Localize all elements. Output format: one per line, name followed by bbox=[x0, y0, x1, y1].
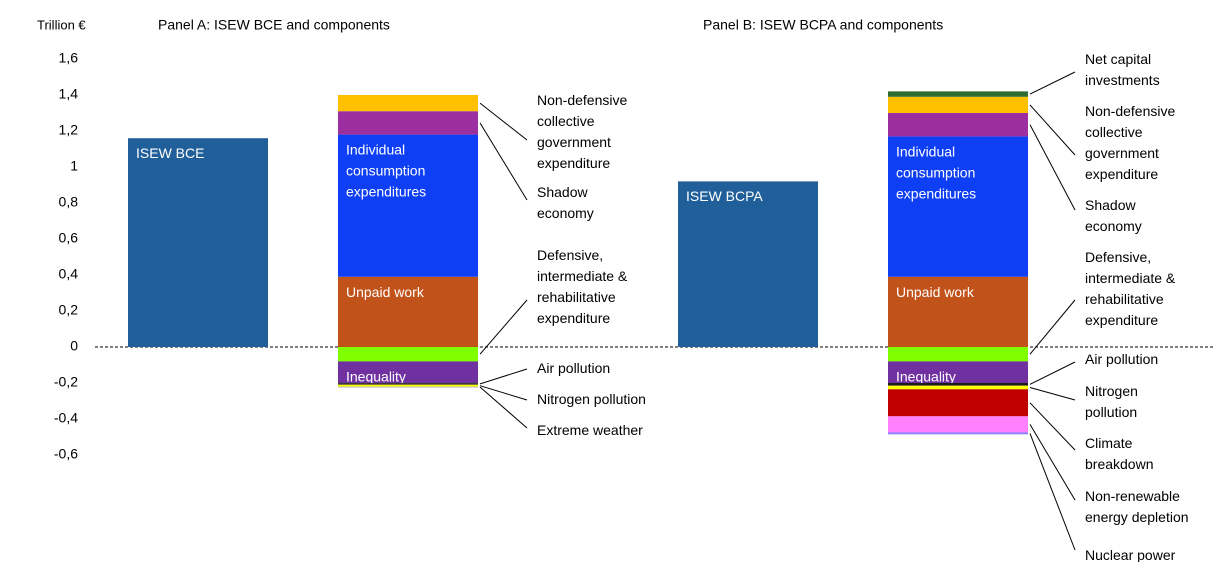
segment-label: Nitrogen pollution bbox=[1085, 383, 1142, 420]
segment-label: Shadow economy bbox=[1085, 197, 1142, 234]
y-tick-label: 0 bbox=[70, 338, 78, 354]
segment bbox=[888, 136, 1028, 277]
segment bbox=[338, 386, 478, 388]
segment bbox=[888, 389, 1028, 417]
segment-label: Individual consumption expenditures bbox=[896, 143, 979, 201]
leader-line bbox=[1029, 299, 1076, 355]
leader-line bbox=[479, 368, 528, 385]
segment-label: Net capital investments bbox=[1085, 51, 1160, 88]
bar-label: ISEW BCPA bbox=[686, 188, 763, 204]
segment-label: Individual consumption expenditures bbox=[346, 141, 429, 199]
segment bbox=[338, 384, 478, 387]
segment bbox=[888, 96, 1028, 113]
y-tick-label: 0,2 bbox=[59, 302, 79, 318]
segment-label: Defensive, intermediate & rehabilitative… bbox=[537, 247, 631, 326]
segment-label: Shadow economy bbox=[537, 184, 594, 221]
leader-line bbox=[479, 122, 528, 201]
leader-line bbox=[479, 102, 528, 141]
segment bbox=[888, 361, 1028, 383]
segment bbox=[888, 91, 1028, 97]
leader-line bbox=[1029, 71, 1076, 95]
leader-line bbox=[479, 385, 528, 401]
segment bbox=[888, 347, 1028, 362]
segment bbox=[888, 383, 1028, 386]
y-tick-label: 0,6 bbox=[59, 230, 79, 246]
segment-label: Air pollution bbox=[1085, 351, 1158, 367]
y-tick-label: 1 bbox=[70, 158, 78, 174]
leader-line bbox=[1029, 361, 1076, 385]
segment bbox=[888, 432, 1028, 435]
segment-label: Non-defensive collective government expe… bbox=[1085, 103, 1179, 182]
leader-line bbox=[1029, 424, 1076, 501]
bar-label: ISEW BCE bbox=[136, 145, 204, 161]
segment bbox=[888, 416, 1028, 433]
leader-line bbox=[1029, 124, 1076, 211]
leader-line bbox=[1029, 402, 1076, 451]
y-tick-label: 1,6 bbox=[59, 50, 79, 66]
segment bbox=[338, 111, 478, 135]
y-tick-label: 1,2 bbox=[59, 122, 79, 138]
segment-label: Non-renewable energy depletion bbox=[1085, 488, 1189, 525]
segment-label: Nuclear power bbox=[1085, 547, 1176, 562]
leader-line bbox=[479, 299, 528, 355]
total-bar bbox=[128, 138, 268, 347]
leader-line bbox=[479, 386, 528, 429]
leader-line bbox=[1029, 433, 1076, 551]
segment bbox=[888, 276, 1028, 347]
segment-label: Non-defensive collective government expe… bbox=[537, 92, 631, 171]
leader-line bbox=[1029, 387, 1076, 401]
y-tick-label: 0,4 bbox=[59, 266, 79, 282]
segment bbox=[338, 95, 478, 112]
segment bbox=[888, 113, 1028, 137]
y-tick-label: -0,6 bbox=[54, 446, 78, 462]
segment bbox=[338, 361, 478, 383]
segment-label: Extreme weather bbox=[537, 422, 643, 438]
total-bar bbox=[678, 181, 818, 347]
panel-title: Panel B: ISEW BCPA and components bbox=[703, 17, 943, 33]
segment bbox=[338, 383, 478, 385]
leader-line bbox=[1029, 104, 1076, 156]
segment-label: Unpaid work bbox=[346, 284, 425, 300]
segment-label: Unpaid work bbox=[896, 284, 975, 300]
segment-label: Inequality bbox=[346, 368, 406, 384]
segment-label: Nitrogen pollution bbox=[537, 391, 646, 407]
segment bbox=[338, 347, 478, 362]
y-tick-label: -0,4 bbox=[54, 410, 78, 426]
segment bbox=[338, 134, 478, 277]
segment-label: Inequality bbox=[896, 368, 956, 384]
segment-label: Air pollution bbox=[537, 360, 610, 376]
segment-label: Defensive, intermediate & rehabilitative… bbox=[1085, 249, 1179, 328]
y-axis-label: Trillion € bbox=[37, 17, 86, 32]
y-tick-label: 0,8 bbox=[59, 194, 79, 210]
y-tick-label: -0,2 bbox=[54, 374, 78, 390]
segment bbox=[338, 276, 478, 347]
y-tick-label: 1,4 bbox=[59, 86, 79, 102]
panel-title: Panel A: ISEW BCE and components bbox=[158, 17, 390, 33]
segment bbox=[888, 385, 1028, 390]
segment-label: Climate breakdown bbox=[1085, 435, 1154, 472]
